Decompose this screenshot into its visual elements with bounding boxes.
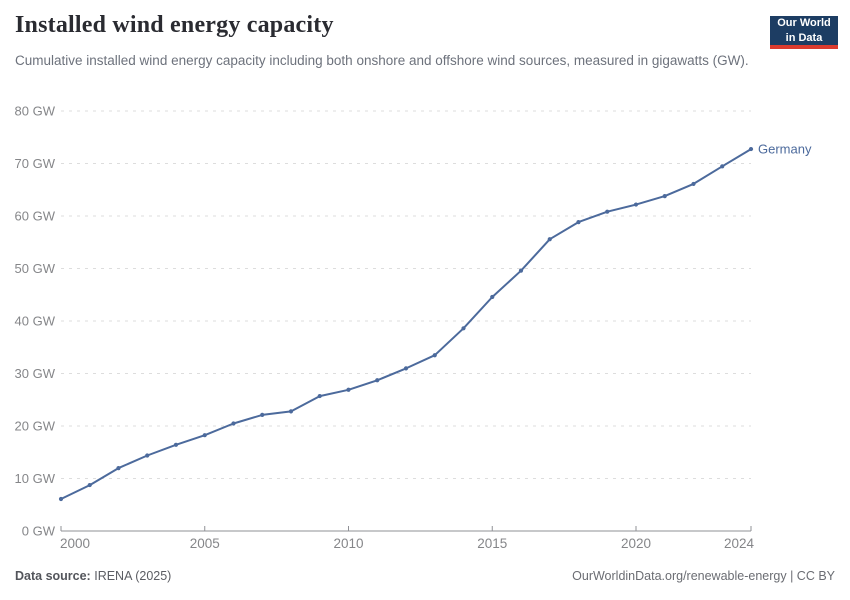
- data-point-germany-2008: [288, 409, 294, 414]
- data-point-germany-2004: [173, 442, 179, 447]
- x-axis-label-2005: 2005: [190, 536, 220, 551]
- y-axis-label-60: 60 GW: [15, 209, 56, 224]
- data-point-germany-2010: [346, 387, 351, 392]
- owid-logo-line1: Our World: [777, 17, 831, 30]
- y-axis-label-80: 80 GW: [15, 104, 56, 119]
- y-axis-label-10: 10 GW: [15, 471, 56, 486]
- data-point-germany-2011: [375, 378, 380, 383]
- series-line-germany: [60, 148, 752, 500]
- page-title: Installed wind energy capacity: [15, 12, 334, 38]
- series-label-germany: Germany: [758, 142, 812, 157]
- data-point-germany-2013: [432, 353, 437, 358]
- attribution-link[interactable]: OurWorldinData.org/renewable-energy | CC…: [572, 569, 835, 583]
- data-point-germany-2021: [662, 194, 667, 199]
- data-point-germany-2018: [576, 219, 581, 225]
- data-point-germany-2002: [116, 466, 121, 471]
- data-point-germany-2001: [87, 482, 92, 488]
- data-source-note: Data source: IRENA (2025): [15, 569, 171, 583]
- data-point-germany-2016: [518, 268, 524, 273]
- data-source-label: Data source:: [15, 569, 91, 583]
- data-point-germany-2020: [633, 202, 639, 207]
- data-point-germany-2023: [720, 164, 725, 169]
- data-point-germany-2003: [145, 453, 150, 458]
- data-source-value: IRENA (2025): [94, 569, 172, 583]
- data-point-germany-2006: [231, 421, 236, 426]
- y-axis-label-20: 20 GW: [15, 419, 56, 434]
- data-point-germany-2022: [691, 181, 696, 187]
- x-axis-label-2020: 2020: [621, 536, 651, 551]
- data-point-germany-2014: [461, 326, 466, 331]
- x-axis-label-2010: 2010: [333, 536, 363, 551]
- data-point-germany-2000: [58, 496, 64, 502]
- chart-subtitle: Cumulative installed wind energy capacit…: [15, 53, 749, 68]
- data-point-germany-2015: [490, 294, 495, 300]
- data-point-germany-2009: [317, 393, 322, 399]
- y-axis-label-30: 30 GW: [15, 366, 56, 381]
- x-axis-label-2000: 2000: [60, 536, 90, 551]
- data-point-germany-2017: [547, 237, 552, 242]
- y-axis-label-0: 0 GW: [22, 524, 56, 539]
- y-axis-label-50: 50 GW: [15, 261, 56, 276]
- data-point-germany-2007: [260, 412, 265, 417]
- y-axis-label-40: 40 GW: [15, 314, 56, 329]
- owid-logo-line2: in Data: [785, 31, 823, 44]
- data-point-germany-2005: [202, 433, 207, 438]
- data-point-germany-2012: [403, 366, 409, 371]
- owid-logo: Our World in Data: [770, 16, 838, 49]
- data-point-germany-2024: [748, 146, 754, 152]
- data-point-germany-2019: [605, 209, 610, 214]
- y-axis-label-70: 70 GW: [15, 156, 56, 171]
- x-axis-label-2015: 2015: [477, 536, 507, 551]
- x-axis-label-2024: 2024: [724, 536, 755, 551]
